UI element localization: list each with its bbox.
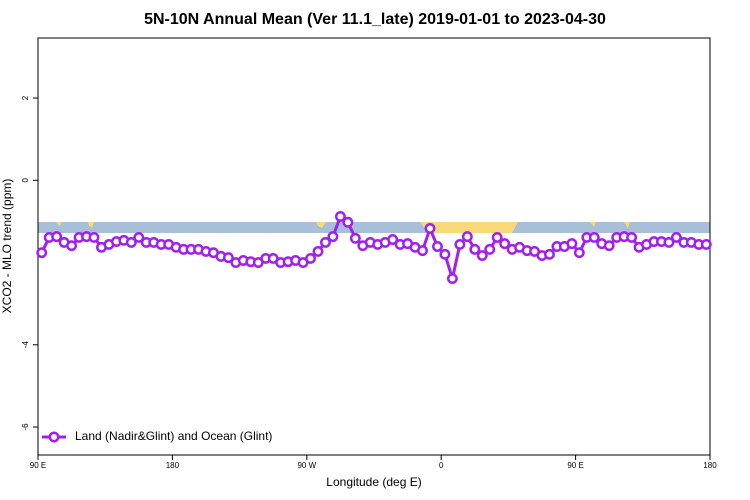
- data-point: [700, 238, 712, 250]
- legend-label: Land (Nadir&Glint) and Ocean (Glint): [75, 429, 272, 443]
- data-point: [320, 236, 331, 248]
- data-point: [670, 232, 682, 243]
- data-point: [626, 232, 638, 243]
- x-tick-label: 180: [166, 461, 180, 470]
- data-point: [491, 232, 503, 243]
- land-patch: [624, 222, 630, 228]
- data-point: [125, 236, 137, 248]
- y-tick-label: 2: [21, 95, 30, 100]
- data-point: [305, 252, 316, 264]
- x-tick-label: 180: [703, 461, 717, 470]
- data-point: [476, 250, 488, 261]
- data-point: [312, 245, 324, 257]
- data-point: [327, 231, 339, 243]
- data-point: [334, 211, 346, 222]
- data-point: [484, 243, 496, 255]
- x-tick-label: 90 W: [297, 461, 316, 470]
- data-point: [663, 236, 675, 248]
- data-point: [88, 232, 100, 243]
- data-point: [439, 248, 451, 260]
- land-patch: [56, 222, 62, 226]
- data-point: [454, 238, 466, 250]
- land-patch: [590, 222, 596, 227]
- land-patch: [420, 222, 518, 233]
- data-point: [66, 240, 78, 252]
- data-point: [588, 232, 600, 243]
- chart-title: 5N-10N Annual Mean (Ver 11.1_late) 2019-…: [144, 11, 606, 28]
- land-ocean-strip: [38, 222, 710, 233]
- x-tick-label: 90 E: [30, 461, 46, 470]
- land-patch: [316, 222, 326, 228]
- data-point: [342, 216, 354, 228]
- x-tick-label: 0: [439, 461, 444, 470]
- land-patch: [88, 222, 94, 228]
- data-point: [417, 245, 428, 257]
- ocean-band: [38, 222, 710, 233]
- data-point: [566, 238, 578, 250]
- data-point: [51, 231, 63, 243]
- legend-marker: [48, 431, 60, 443]
- data-point: [446, 273, 458, 285]
- data-point: [573, 247, 585, 259]
- data-point: [499, 238, 511, 250]
- x-axis-label: Longitude (deg E): [326, 475, 421, 489]
- data-point: [603, 240, 615, 252]
- y-tick-label: 0: [21, 178, 30, 183]
- data-point: [133, 232, 145, 243]
- data-point: [424, 222, 436, 234]
- y-axis-label: XCO2 - MLO trend (ppm): [0, 179, 14, 314]
- data-point: [222, 252, 234, 264]
- data-point: [36, 247, 48, 259]
- data-point: [469, 243, 481, 255]
- y-tick-label: -4: [21, 341, 30, 349]
- data-point: [349, 232, 361, 244]
- y-tick-label: -6: [21, 423, 30, 431]
- data-point: [461, 231, 473, 243]
- data-point: [432, 241, 443, 252]
- data-point: [544, 248, 555, 260]
- x-tick-label: 90 E: [567, 461, 583, 470]
- data-point: [387, 234, 399, 245]
